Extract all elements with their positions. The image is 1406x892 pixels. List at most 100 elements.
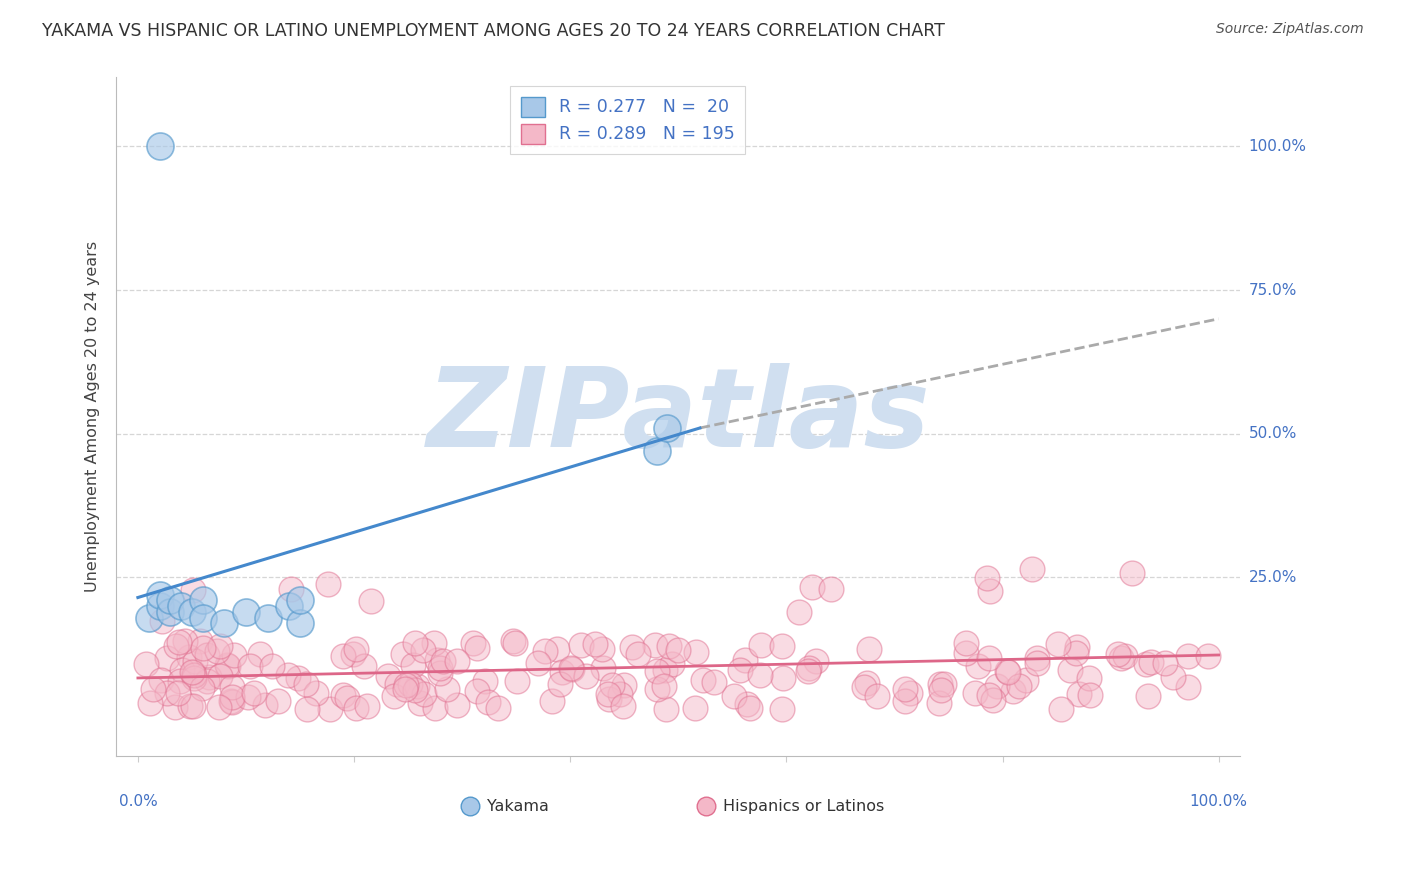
Point [215,657,238,672]
Point [852,680,875,694]
Point [426,653,449,667]
Point [695,757,717,772]
Point [928,696,950,710]
Point [1046,637,1069,651]
Point [966,658,988,673]
Point [772,671,794,685]
Point [596,687,619,701]
Point [692,673,714,687]
Point [198,670,221,684]
Point [436,681,458,696]
Point [360,593,382,607]
Point [1078,671,1101,685]
Point [995,664,1018,678]
Point [654,702,676,716]
Point [1050,702,1073,716]
Point [1154,656,1177,670]
Point [644,638,666,652]
Point [1002,683,1025,698]
Point [280,582,302,596]
Point [195,648,218,663]
Point [1007,680,1029,694]
Point [668,643,690,657]
Point [425,701,447,715]
Point [239,659,262,673]
Point [723,689,745,703]
Point [217,658,239,673]
Point [592,661,614,675]
Point [503,635,526,649]
Point [894,694,917,708]
Point [150,614,173,628]
Point [191,640,214,655]
Point [288,616,311,631]
Point [981,692,1004,706]
Point [170,599,193,614]
Point [404,683,426,698]
Point [654,663,676,677]
Point [979,688,1001,702]
Text: Yakama: Yakama [488,799,550,814]
Point [583,637,606,651]
Point [685,645,707,659]
Point [551,665,574,680]
Point [575,669,598,683]
Point [929,677,952,691]
Point [770,702,793,716]
Point [177,649,200,664]
Point [278,599,301,614]
Point [394,682,416,697]
Point [404,636,426,650]
Point [806,654,828,668]
Point [740,700,762,714]
Point [976,571,998,585]
Point [159,605,181,619]
Point [412,687,434,701]
Point [931,683,953,698]
Point [600,677,623,691]
Point [406,679,429,693]
Point [346,701,368,715]
Point [749,638,772,652]
Point [645,664,668,678]
Point [402,657,425,672]
Point [288,593,311,607]
Point [979,651,1001,665]
Point [148,588,170,602]
Point [932,677,955,691]
Point [169,673,191,688]
Point [385,676,408,690]
Point [1177,648,1199,663]
Point [138,610,160,624]
Point [569,639,592,653]
Point [748,668,770,682]
Point [254,698,277,712]
Point [267,694,290,708]
Point [898,686,921,700]
Point [384,690,406,704]
Text: 100.0%: 100.0% [1189,795,1247,809]
Point [344,642,367,657]
Point [236,690,259,704]
Point [474,674,496,689]
Point [683,701,706,715]
Text: 75.0%: 75.0% [1249,283,1296,298]
Point [728,664,751,678]
Point [195,674,218,689]
Point [502,634,524,648]
Point [1107,647,1129,661]
Point [734,653,756,667]
Point [316,576,339,591]
Point [598,692,620,706]
Point [955,636,977,650]
Point [1161,670,1184,684]
Point [181,665,204,680]
Point [1177,680,1199,694]
Point [342,648,364,662]
Point [560,661,582,675]
Point [1066,640,1088,654]
Point [894,681,917,696]
Point [167,686,190,700]
Point [277,668,299,682]
Point [188,633,211,648]
